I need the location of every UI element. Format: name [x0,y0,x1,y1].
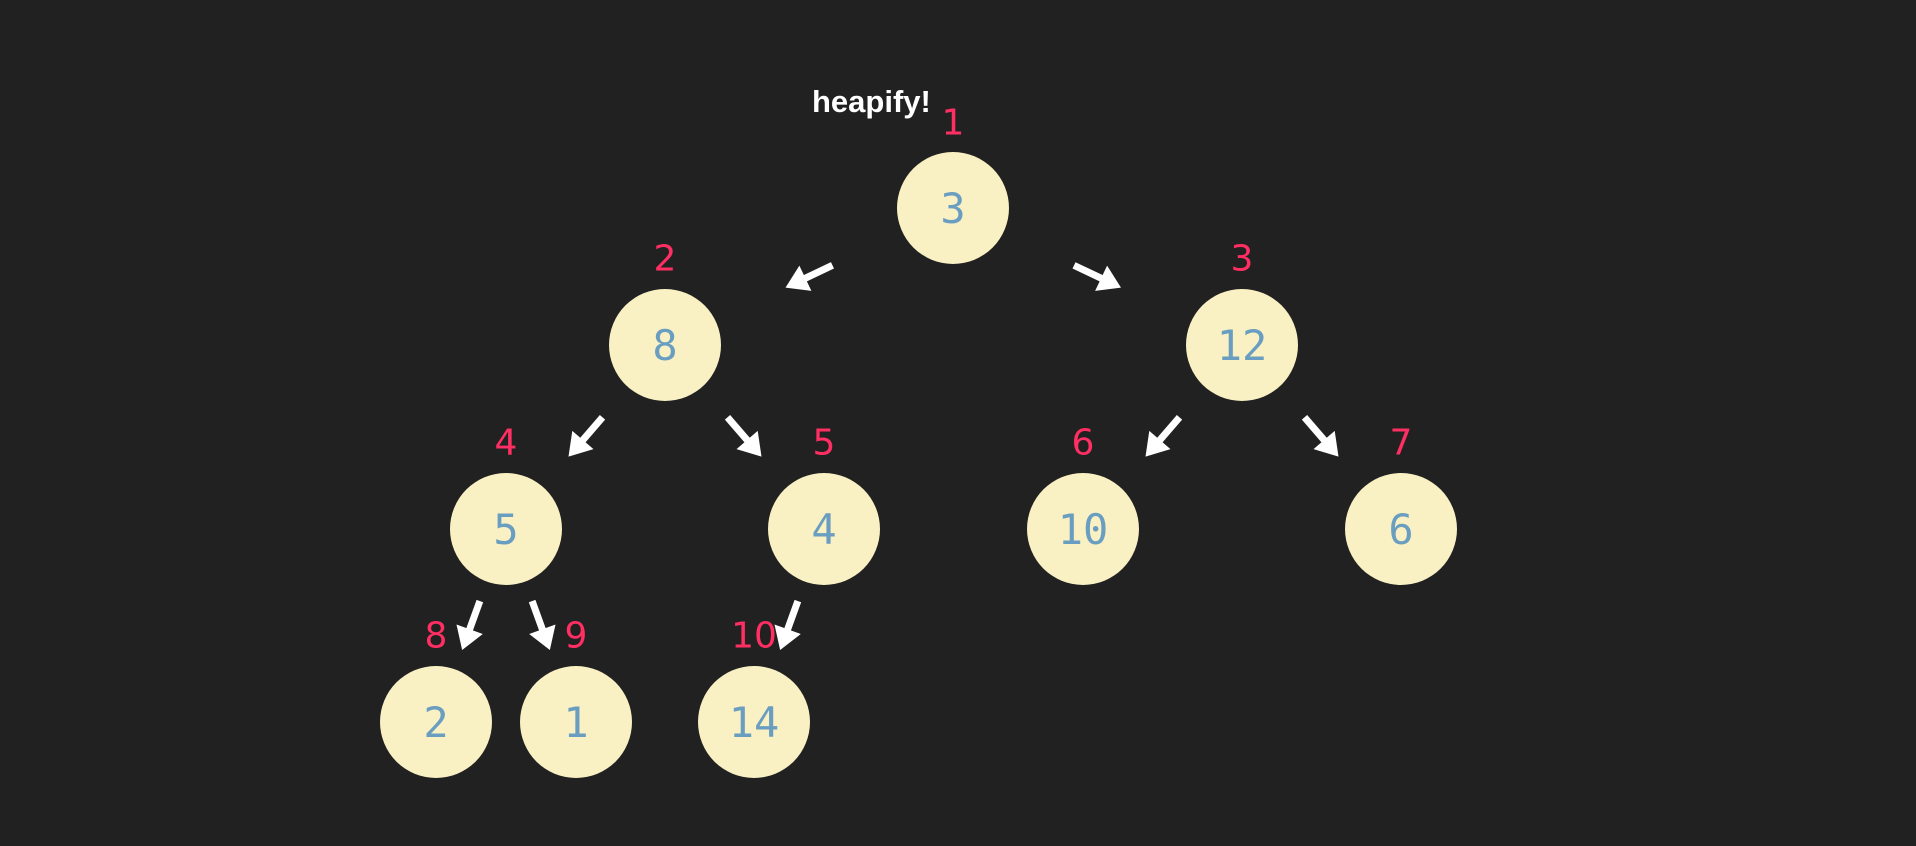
node-value: 1 [563,697,589,747]
node-index-label: 5 [812,422,836,464]
arrow-shaft [1072,262,1105,283]
node-value: 12 [1216,320,1268,370]
heap-node: 12 [1186,289,1298,401]
node-value: 2 [423,697,449,747]
node-value: 14 [728,697,780,747]
edge-arrow [1145,415,1183,457]
node-index-label: 1 [941,102,965,144]
heap-node: 10 [1027,473,1139,585]
arrow-head [774,624,801,650]
node-index-label: 2 [653,238,677,280]
node-index-label: 10 [731,615,777,657]
node-value: 5 [493,504,519,554]
heap-node: 6 [1345,473,1457,585]
arrow-head [529,624,556,650]
arrow-shaft [802,262,834,283]
node-value: 3 [940,183,966,233]
arrow-head [1095,265,1121,291]
arrow-shaft [465,599,484,633]
node-index-label: 7 [1389,422,1413,464]
node-value: 10 [1057,504,1109,554]
heap-node: 2 [380,666,492,778]
heap-node: 1 [520,666,632,778]
arrow-head [456,624,483,650]
arrow-head [785,265,812,291]
edge-arrow [456,599,484,650]
arrow-shaft [783,599,802,633]
node-index-label: 6 [1071,422,1095,464]
arrow-shaft [528,599,547,633]
node-value: 8 [652,320,678,370]
node-value: 6 [1388,504,1414,554]
node-index-label: 8 [424,615,448,657]
edge-arrow [785,262,834,291]
heapify-caption: heapify! [812,84,931,119]
arrow-head [736,430,762,457]
heap-node: 5 [450,473,562,585]
node-value: 4 [811,504,837,554]
arrow-head [568,430,594,457]
arrow-shaft [1155,415,1183,444]
arrow-head [1313,430,1339,457]
arrow-shaft [578,415,606,444]
arrow-shaft [724,415,752,444]
node-index-label: 9 [564,615,588,657]
edge-arrow [724,415,762,457]
arrow-shaft [1301,415,1329,444]
edge-arrow [528,599,556,650]
edge-arrow [1301,415,1339,457]
edge-arrow [1072,262,1121,291]
arrow-head [1145,430,1171,457]
heap-node: 14 [698,666,810,778]
edge-arrow [568,415,606,457]
node-index-label: 3 [1230,238,1254,280]
node-index-label: 4 [494,422,518,464]
heap-node: 4 [768,473,880,585]
heap-node: 3 [897,152,1009,264]
edge-arrow [774,599,802,650]
heap-node: 8 [609,289,721,401]
